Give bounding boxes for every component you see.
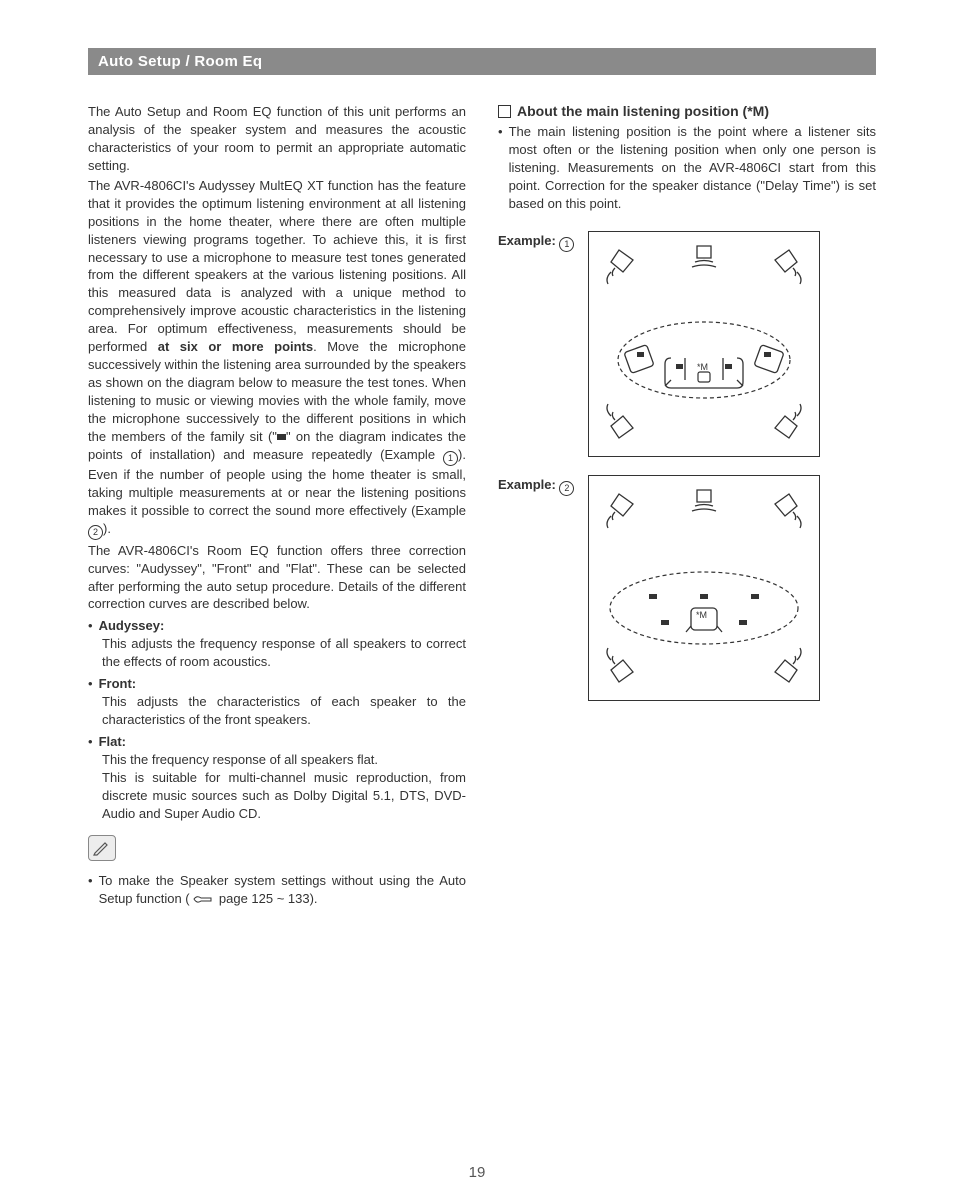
heading-checkbox-icon — [498, 105, 511, 118]
circled-2: 2 — [559, 481, 574, 496]
audyssey-body: This adjusts the frequency response of a… — [102, 635, 466, 671]
m-label-1: *M — [697, 362, 708, 372]
about-heading-text: About the main listening position (*M) — [517, 103, 769, 119]
p2-part-e: ). — [103, 521, 111, 536]
example-word-1: Example: — [498, 233, 556, 248]
intro-paragraph-3: The AVR-4806CI's Room EQ function offers… — [88, 542, 466, 614]
audyssey-label: Audyssey: — [99, 618, 165, 633]
note-text-b: page 125 ~ 133). — [219, 891, 318, 906]
install-point-icon — [277, 434, 286, 440]
left-column: The Auto Setup and Room EQ function of t… — [88, 103, 466, 908]
bullet-dot: • — [88, 733, 93, 751]
hand-pointer-icon — [193, 893, 215, 905]
circled-1: 1 — [559, 237, 574, 252]
intro-paragraph-1: The Auto Setup and Room EQ function of t… — [88, 103, 466, 175]
m-label-2: *M — [696, 610, 707, 620]
front-body: This adjusts the characteristics of each… — [102, 693, 466, 729]
diagram-example-1: *M — [588, 231, 820, 457]
flat-body-2: This is suitable for multi-channel music… — [102, 769, 466, 823]
about-heading: About the main listening position (*M) — [498, 103, 876, 119]
flat-label: Flat: — [99, 734, 126, 749]
page-number: 19 — [0, 1164, 954, 1181]
flat-body-1: This the frequency response of all speak… — [102, 751, 466, 769]
intro-paragraph-2: The AVR-4806CI's Audyssey MultEQ XT func… — [88, 177, 466, 540]
p2-bold: at six or more points — [158, 339, 313, 354]
diagram-example-2: *M — [588, 475, 820, 701]
front-label: Front: — [99, 676, 137, 691]
circled-2-inline: 2 — [88, 525, 103, 540]
right-column: About the main listening position (*M) •… — [498, 103, 876, 908]
bullet-dot: • — [88, 675, 93, 693]
about-body: The main listening position is the point… — [509, 123, 876, 213]
example-2-label: Example: 2 — [498, 475, 574, 496]
bullet-dot: • — [498, 123, 503, 213]
bullet-dot: • — [88, 872, 93, 908]
example-1-label: Example: 1 — [498, 231, 574, 252]
bullet-dot: • — [88, 617, 93, 635]
p2-part-a: The AVR-4806CI's Audyssey MultEQ XT func… — [88, 178, 466, 354]
section-title-bar: Auto Setup / Room Eq — [88, 48, 876, 75]
example-word-2: Example: — [498, 477, 556, 492]
circled-1-inline: 1 — [443, 451, 458, 466]
note-pencil-icon — [88, 835, 116, 861]
